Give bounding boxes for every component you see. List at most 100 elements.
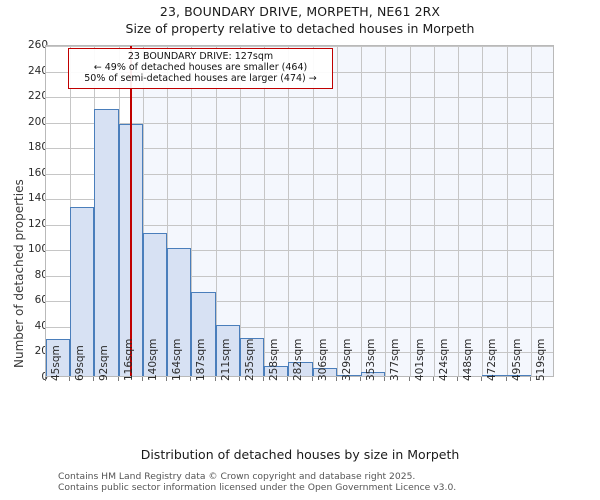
gridline-vertical xyxy=(506,46,508,376)
bar xyxy=(239,337,265,376)
property-marker-line xyxy=(129,46,132,376)
bar xyxy=(482,374,507,376)
x-axis-tick-label: 424sqm xyxy=(437,338,450,381)
x-axis-tick-mark xyxy=(335,377,337,381)
bar xyxy=(506,374,531,376)
bar xyxy=(46,338,71,376)
y-axis-tick-label: 60 xyxy=(34,294,48,307)
x-axis-tick-mark xyxy=(190,377,192,381)
gridline-vertical xyxy=(361,46,363,376)
page-title: 23, BOUNDARY DRIVE, MORPETH, NE61 2RX xyxy=(159,4,441,19)
x-axis-tick-mark xyxy=(529,377,531,381)
x-axis-tick-mark xyxy=(69,377,71,381)
x-axis-tick-label: 235sqm xyxy=(243,338,256,381)
x-axis-tick-mark xyxy=(117,377,119,381)
x-axis-tick-mark xyxy=(505,377,507,381)
x-axis-tick-label: 69sqm xyxy=(74,345,87,381)
x-axis-tick-label: 495sqm xyxy=(510,338,523,381)
x-axis-tick-label: 164sqm xyxy=(171,338,184,381)
bar xyxy=(288,361,313,376)
x-axis-tick-label: 377sqm xyxy=(389,338,402,381)
gridline-vertical xyxy=(215,46,217,376)
bar xyxy=(336,374,362,376)
gridline-vertical xyxy=(142,46,144,376)
x-axis-tick-mark xyxy=(166,377,168,381)
bar xyxy=(142,233,168,376)
gridline-horizontal xyxy=(46,275,553,277)
gridline-horizontal xyxy=(46,46,553,47)
x-axis-tick-label: 306sqm xyxy=(316,338,329,381)
y-axis-tick-label: 80 xyxy=(34,268,48,281)
y-axis-tick-label: 220 xyxy=(27,90,48,103)
attribution-footer: Contains HM Land Registry data © Crown c… xyxy=(58,471,456,493)
x-axis-tick-mark xyxy=(45,377,46,381)
x-axis-tick-mark xyxy=(238,377,240,381)
bar xyxy=(94,109,119,376)
x-axis-tick-label: 92sqm xyxy=(98,345,111,381)
gridline-vertical xyxy=(336,46,338,376)
x-axis-tick-mark xyxy=(360,377,362,381)
x-axis-tick-label: 258sqm xyxy=(268,338,281,381)
y-axis-tick-label: 200 xyxy=(27,115,48,128)
y-axis-tick-label: 120 xyxy=(27,217,48,230)
x-axis-tick-mark xyxy=(287,377,289,381)
gridline-vertical xyxy=(409,46,411,376)
gridline-horizontal xyxy=(46,301,553,303)
x-axis-tick-mark xyxy=(93,377,95,381)
y-axis-tick-label: 40 xyxy=(34,319,48,332)
y-axis-tick-label: 240 xyxy=(27,64,48,77)
x-axis-tick-label: 45sqm xyxy=(50,345,62,381)
annotation-line-2: ← 49% of detached houses are smaller (46… xyxy=(93,62,308,74)
gridline-vertical xyxy=(530,46,532,376)
footer-line-1: Contains HM Land Registry data © Crown c… xyxy=(58,471,416,482)
gridline-horizontal xyxy=(46,352,553,354)
x-axis-tick-label: 116sqm xyxy=(122,338,135,381)
x-axis-tick-mark xyxy=(384,377,386,381)
gridline-horizontal xyxy=(46,148,553,150)
x-axis-tick-mark xyxy=(263,377,265,381)
bar xyxy=(167,248,192,376)
bar xyxy=(215,324,240,376)
bar xyxy=(70,207,95,376)
x-axis-label: Distribution of detached houses by size … xyxy=(140,447,460,462)
y-axis-tick-label: 160 xyxy=(27,166,48,179)
bar xyxy=(191,291,216,376)
plot-area xyxy=(45,45,554,377)
gridline-vertical xyxy=(458,46,460,376)
x-axis-tick-label: 519sqm xyxy=(534,338,547,381)
x-axis-tick-label: 140sqm xyxy=(146,338,159,381)
annotation-line-1: 23 BOUNDARY DRIVE: 127sqm xyxy=(127,51,274,62)
x-axis-tick-mark xyxy=(432,377,434,381)
gridline-vertical xyxy=(264,46,266,376)
gridline-vertical xyxy=(385,46,387,376)
x-axis-tick-label: 401sqm xyxy=(413,338,426,381)
x-axis-tick-label: 187sqm xyxy=(195,338,208,381)
gridline-vertical xyxy=(191,46,193,376)
bar xyxy=(264,365,289,376)
x-axis-tick-label: 329sqm xyxy=(340,338,353,381)
gridline-horizontal xyxy=(46,326,553,328)
bar xyxy=(361,372,386,376)
gridline-horizontal xyxy=(46,122,553,124)
gridline-horizontal xyxy=(46,224,553,226)
x-axis-tick-label: 448sqm xyxy=(462,338,475,381)
x-axis-tick-mark xyxy=(311,377,313,381)
gridline-vertical xyxy=(433,46,435,376)
y-axis-tick-label: 180 xyxy=(27,141,48,154)
y-axis-tick-label: 140 xyxy=(27,192,48,205)
y-axis-tick-label: 20 xyxy=(34,345,48,358)
x-axis-tick-mark xyxy=(408,377,410,381)
y-axis-tick-label: 260 xyxy=(27,39,48,51)
x-axis-tick-label: 282sqm xyxy=(292,338,305,381)
gridline-vertical xyxy=(288,46,290,376)
gridline-vertical xyxy=(167,46,169,376)
x-axis-tick-mark xyxy=(481,377,483,381)
gridline-vertical xyxy=(312,46,314,376)
gridline-horizontal xyxy=(46,199,553,201)
x-axis-tick-label: 472sqm xyxy=(486,338,499,381)
y-axis-tick-label: 0 xyxy=(41,371,48,383)
gridline-vertical xyxy=(482,46,484,376)
x-axis-tick-mark xyxy=(214,377,216,381)
gridline-vertical xyxy=(239,46,241,376)
